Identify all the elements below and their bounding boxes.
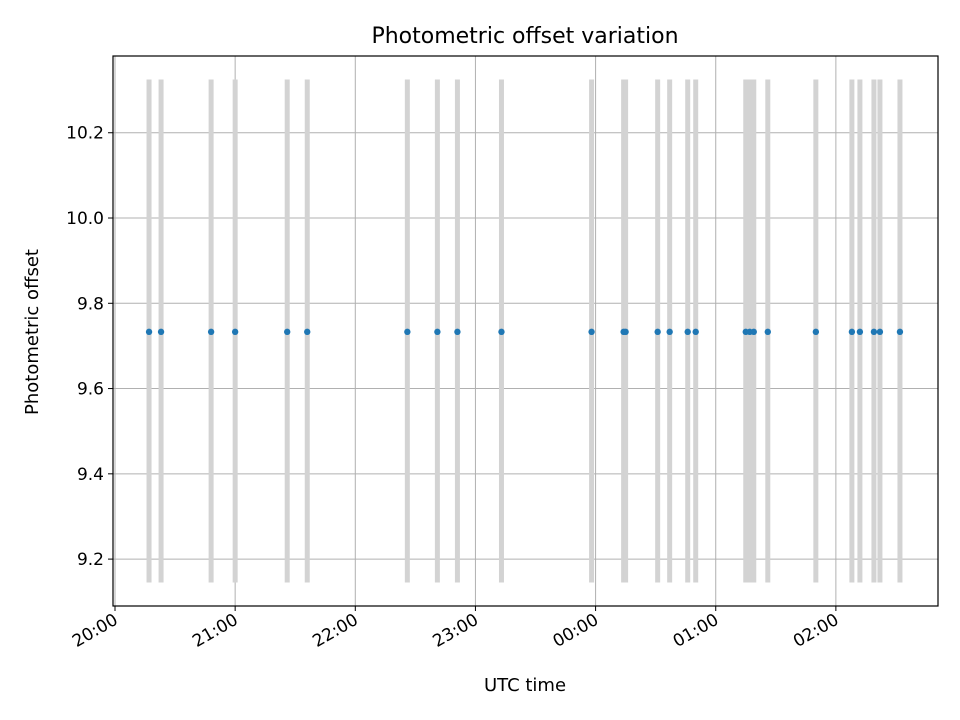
x-axis-label: UTC time bbox=[484, 675, 566, 696]
y-tick-label: 9.8 bbox=[77, 294, 104, 314]
plot-area-frame bbox=[112, 55, 939, 607]
y-axis-label: Photometric offset bbox=[22, 249, 43, 415]
x-axis-ticks: 20:00 21:00 22:00 23:00 00:00 01:00 02:00 bbox=[69, 606, 842, 652]
y-axis-ticks: 9.2 9.4 9.6 9.8 10.0 10.2 bbox=[66, 124, 113, 570]
data-point bbox=[856, 328, 864, 336]
y-tick-label: 10.2 bbox=[66, 124, 104, 144]
data-point bbox=[848, 328, 856, 336]
data-point bbox=[157, 328, 165, 336]
data-point bbox=[207, 328, 215, 336]
data-point bbox=[454, 328, 461, 336]
chart-title: Photometric offset variation bbox=[371, 24, 678, 49]
data-point bbox=[812, 328, 820, 336]
data-point bbox=[692, 328, 699, 336]
data-point bbox=[870, 328, 878, 336]
data-point bbox=[404, 328, 411, 336]
data-point bbox=[750, 328, 757, 336]
data-point bbox=[284, 328, 291, 336]
data-point bbox=[876, 328, 884, 336]
data-point bbox=[588, 328, 595, 336]
data-point bbox=[764, 328, 771, 336]
data-point bbox=[896, 328, 904, 336]
data-points bbox=[145, 328, 904, 336]
y-tick-label: 9.4 bbox=[77, 465, 104, 485]
y-tick-label: 9.2 bbox=[77, 550, 104, 570]
data-point bbox=[434, 328, 441, 336]
data-point bbox=[684, 328, 691, 336]
data-point bbox=[498, 328, 505, 336]
data-point bbox=[231, 328, 239, 336]
data-point bbox=[666, 328, 673, 336]
data-point bbox=[145, 328, 153, 336]
data-point bbox=[622, 328, 629, 336]
data-point bbox=[304, 328, 311, 336]
y-tick-label: 9.6 bbox=[77, 380, 104, 400]
data-point bbox=[654, 328, 661, 336]
y-tick-label: 10.0 bbox=[66, 209, 104, 229]
